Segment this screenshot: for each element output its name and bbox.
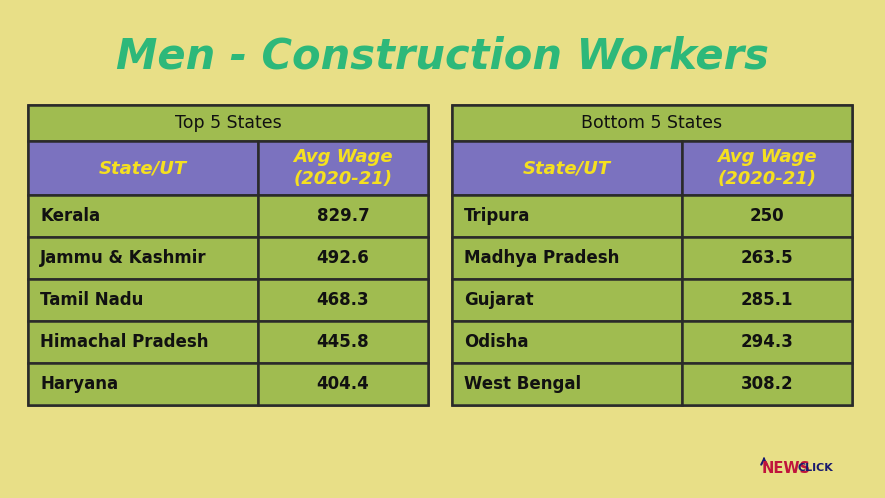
Bar [258, 195, 428, 237]
Text: 308.2: 308.2 [741, 375, 793, 393]
Text: 285.1: 285.1 [741, 291, 793, 309]
Bar [28, 237, 258, 279]
Bar [258, 279, 428, 321]
Bar [682, 363, 852, 405]
Bar [452, 105, 852, 141]
Text: Top 5 States: Top 5 States [174, 114, 281, 132]
Bar [452, 279, 682, 321]
Bar [28, 195, 258, 237]
Bar [258, 363, 428, 405]
Text: Kerala: Kerala [40, 207, 100, 225]
Bar [452, 363, 682, 405]
Bar [28, 105, 428, 405]
Bar [258, 237, 428, 279]
Bar [682, 279, 852, 321]
Bar [28, 105, 428, 141]
Bar [682, 195, 852, 237]
Text: 404.4: 404.4 [317, 375, 369, 393]
Text: State/UT: State/UT [99, 159, 187, 177]
Text: CLICK: CLICK [797, 463, 833, 473]
Text: Jammu & Kashmir: Jammu & Kashmir [40, 249, 206, 267]
Bar [452, 141, 682, 195]
Bar [452, 321, 682, 363]
Bar [28, 141, 258, 195]
Text: NEWS: NEWS [762, 461, 811, 476]
Text: Men - Construction Workers: Men - Construction Workers [116, 35, 768, 77]
Text: Avg Wage
(2020-21): Avg Wage (2020-21) [293, 148, 393, 188]
Bar [28, 363, 258, 405]
Bar [28, 279, 258, 321]
Bar [28, 321, 258, 363]
Bar [682, 321, 852, 363]
Text: State/UT: State/UT [523, 159, 611, 177]
Text: 294.3: 294.3 [741, 333, 794, 351]
Text: 263.5: 263.5 [741, 249, 793, 267]
Text: 829.7: 829.7 [317, 207, 369, 225]
Text: Haryana: Haryana [40, 375, 118, 393]
Bar [682, 237, 852, 279]
Text: Bottom 5 States: Bottom 5 States [581, 114, 722, 132]
Text: Avg Wage
(2020-21): Avg Wage (2020-21) [717, 148, 817, 188]
Text: 492.6: 492.6 [317, 249, 369, 267]
Text: Tamil Nadu: Tamil Nadu [40, 291, 143, 309]
Text: Tripura: Tripura [464, 207, 530, 225]
Text: 250: 250 [750, 207, 784, 225]
Text: Odisha: Odisha [464, 333, 528, 351]
Text: West Bengal: West Bengal [464, 375, 581, 393]
Text: 445.8: 445.8 [317, 333, 369, 351]
Bar [452, 195, 682, 237]
Text: Himachal Pradesh: Himachal Pradesh [40, 333, 209, 351]
Bar [682, 141, 852, 195]
Text: Gujarat: Gujarat [464, 291, 534, 309]
Text: Madhya Pradesh: Madhya Pradesh [464, 249, 620, 267]
Bar [452, 105, 852, 405]
Bar [452, 237, 682, 279]
Bar [258, 321, 428, 363]
Bar [258, 141, 428, 195]
Text: 468.3: 468.3 [317, 291, 369, 309]
